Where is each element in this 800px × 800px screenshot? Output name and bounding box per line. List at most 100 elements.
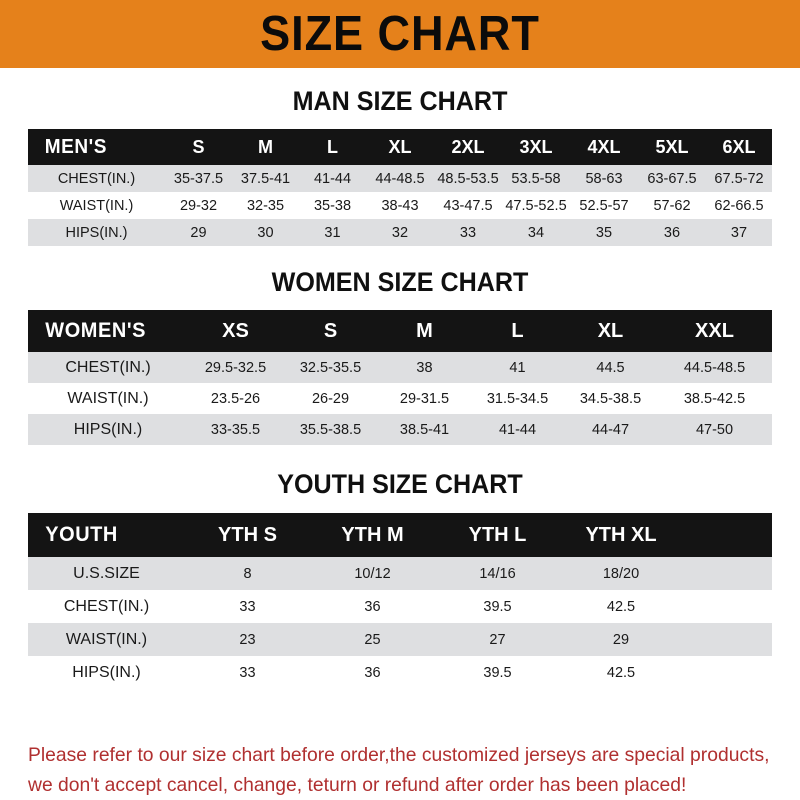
table-cell: 44-48.5 — [375, 170, 425, 187]
table-cell: 10/12 — [354, 565, 391, 582]
women-section-title: WOMEN SIZE CHART — [271, 267, 529, 297]
table-cell: 44-47 — [591, 421, 630, 438]
man-col-header: XL — [388, 136, 412, 157]
table-cell: 67.5-72 — [714, 170, 764, 187]
table-cell: 35 — [595, 224, 613, 241]
table-cell: 35.5-38.5 — [299, 421, 362, 438]
table-cell: 36 — [364, 664, 381, 681]
youth-col-header-empty — [682, 513, 772, 557]
table-cell: 62-66.5 — [714, 197, 764, 214]
footer-note-line-2: we don't accept cancel, change, teturn o… — [28, 773, 687, 796]
table-cell: 14/16 — [479, 565, 516, 582]
table-cell: 25 — [364, 631, 381, 648]
women-col-header: S — [323, 319, 338, 342]
table-cell: 39.5 — [483, 598, 512, 615]
page-banner: SIZE CHART — [0, 0, 800, 68]
youth-col-header: YTH S — [218, 523, 277, 546]
table-cell: 38.5-42.5 — [683, 390, 746, 407]
man-size-table: MEN'S S M L XL 2XL 3XL 4XL 5XL 6XL CHEST… — [28, 129, 772, 246]
table-row: HIPS(IN.) 29 30 31 32 33 34 35 36 37 — [28, 219, 772, 246]
table-cell: 33-35.5 — [210, 421, 261, 438]
youth-row-label: CHEST(IN.) — [63, 597, 150, 615]
table-row: CHEST(IN.) 35-37.5 37.5-41 41-44 44-48.5… — [28, 165, 772, 192]
table-cell: 37.5-41 — [240, 170, 291, 187]
table-cell: 35-37.5 — [173, 170, 224, 187]
table-cell: 41-44 — [498, 421, 537, 438]
table-cell: 36 — [364, 598, 381, 615]
man-row-label: HIPS(IN.) — [65, 224, 128, 241]
women-header-row: WOMEN'S XS S M L XL XXL — [28, 310, 772, 352]
table-cell: 44.5-48.5 — [683, 359, 746, 376]
table-cell: 52.5-57 — [579, 197, 629, 214]
youth-row-label: U.S.SIZE — [73, 564, 140, 582]
table-cell: 32.5-35.5 — [299, 359, 362, 376]
table-cell: 41 — [509, 359, 526, 376]
man-header-row: MEN'S S M L XL 2XL 3XL 4XL 5XL 6XL — [28, 129, 772, 165]
table-cell: 29-31.5 — [399, 390, 450, 407]
table-cell: 29.5-32.5 — [204, 359, 267, 376]
table-cell: 29 — [190, 224, 207, 241]
youth-col-header: YTH L — [468, 523, 527, 546]
table-row: CHEST(IN.) 33 36 39.5 42.5 — [28, 590, 772, 623]
youth-row-label: HIPS(IN.) — [72, 663, 141, 681]
table-cell: 36 — [663, 224, 681, 241]
women-col-header: XXL — [695, 319, 734, 342]
table-cell: 53.5-58 — [511, 170, 561, 187]
table-cell: 8 — [243, 565, 252, 582]
man-row-label: WAIST(IN.) — [59, 197, 134, 214]
women-row-label: CHEST(IN.) — [65, 358, 151, 376]
youth-row-label: WAIST(IN.) — [65, 630, 148, 648]
youth-rowhead-label: YOUTH — [45, 523, 118, 546]
women-row-label: WAIST(IN.) — [67, 389, 149, 407]
table-cell: 33 — [239, 598, 256, 615]
table-cell: 47.5-52.5 — [505, 197, 567, 214]
table-cell-empty — [682, 623, 772, 656]
man-col-header: 2XL — [451, 136, 485, 157]
table-cell: 30 — [257, 224, 274, 241]
table-cell: 38.5-41 — [399, 421, 450, 438]
table-cell: 18/20 — [602, 565, 640, 582]
table-cell: 33 — [459, 224, 477, 241]
man-col-header: M — [258, 136, 273, 157]
footer-note: Please refer to our size chart before or… — [0, 722, 800, 800]
table-cell: 57-62 — [653, 197, 691, 214]
man-col-header: 6XL — [722, 136, 756, 157]
page-title: SIZE CHART — [260, 6, 540, 61]
table-cell: 33 — [239, 664, 256, 681]
table-cell-empty — [682, 656, 772, 689]
table-cell: 58-63 — [585, 170, 623, 187]
table-cell: 42.5 — [606, 598, 636, 615]
women-col-header: XL — [597, 319, 624, 342]
table-cell: 48.5-53.5 — [437, 170, 499, 187]
table-cell: 23.5-26 — [210, 390, 261, 407]
table-cell: 39.5 — [483, 664, 512, 681]
women-rowhead-label: WOMEN'S — [45, 319, 147, 342]
table-cell: 38-43 — [381, 197, 419, 214]
man-col-header: 3XL — [519, 136, 553, 157]
table-row: CHEST(IN.) 29.5-32.5 32.5-35.5 38 41 44.… — [28, 352, 772, 383]
table-cell: 32-35 — [246, 197, 285, 214]
table-cell: 37 — [730, 224, 748, 241]
table-cell: 31 — [324, 224, 341, 241]
table-cell: 31.5-34.5 — [486, 390, 549, 407]
youth-col-header: YTH XL — [585, 523, 657, 546]
women-col-header: M — [416, 319, 433, 342]
youth-section-title: YOUTH SIZE CHART — [277, 469, 523, 499]
table-row: WAIST(IN.) 29-32 32-35 35-38 38-43 43-47… — [28, 192, 772, 219]
table-cell: 42.5 — [606, 664, 636, 681]
table-cell: 23 — [239, 631, 256, 648]
table-cell: 32 — [391, 224, 409, 241]
table-cell: 44.5 — [596, 359, 625, 376]
footer-note-line-1: Please refer to our size chart before or… — [28, 743, 770, 766]
table-row: WAIST(IN.) 23.5-26 26-29 29-31.5 31.5-34… — [28, 383, 772, 414]
women-col-header: L — [511, 319, 524, 342]
table-cell-empty — [682, 557, 772, 590]
table-cell: 63-67.5 — [647, 170, 697, 187]
table-cell: 27 — [489, 631, 506, 648]
table-cell: 35-38 — [313, 197, 352, 214]
table-cell: 38 — [416, 359, 433, 376]
man-col-header: 5XL — [655, 136, 689, 157]
table-cell: 43-47.5 — [443, 197, 493, 214]
table-row: U.S.SIZE 8 10/12 14/16 18/20 — [28, 557, 772, 590]
